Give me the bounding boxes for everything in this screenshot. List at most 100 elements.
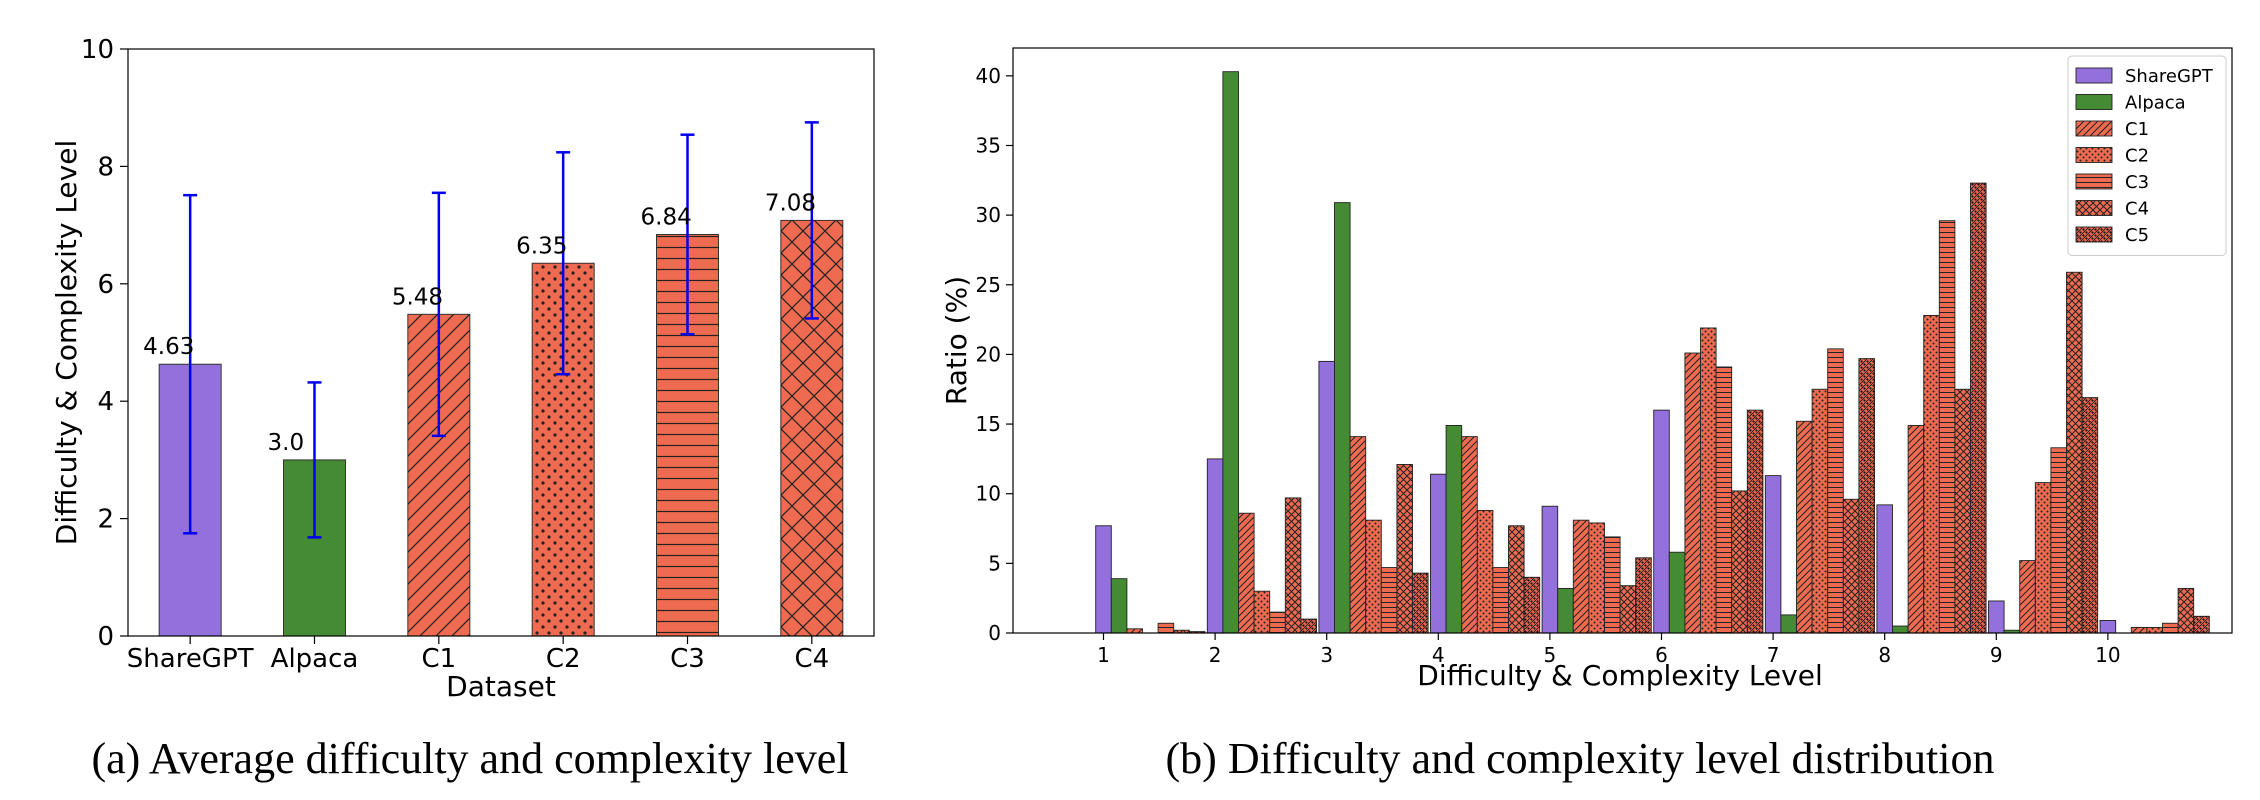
data-label: 7.08 bbox=[765, 190, 816, 216]
x-tick-label: 7 bbox=[1767, 643, 1780, 667]
bar-hatch bbox=[1381, 567, 1397, 633]
x-tick-label: 9 bbox=[1990, 643, 2003, 667]
bar-sharegpt-level-9 bbox=[1988, 600, 2005, 634]
bar-hatch bbox=[1970, 183, 1987, 633]
y-tick-label: 0 bbox=[97, 622, 114, 652]
legend-label-c3: C3 bbox=[2125, 172, 2149, 193]
chart-b-y-ticks: 0 5 10 15 20 25 30 35 40 bbox=[976, 64, 1013, 645]
bar-hatch bbox=[1700, 327, 1717, 633]
chart-b-caption: (b) Difficulty and complexity level dist… bbox=[1166, 734, 1995, 783]
bar-hatch bbox=[1365, 520, 1382, 633]
data-label: 5.48 bbox=[392, 284, 443, 310]
bar-hatch bbox=[1858, 358, 1875, 633]
y-tick-label: 10 bbox=[976, 482, 1001, 506]
x-tick-label: C1 bbox=[421, 644, 456, 674]
y-tick-label: 8 bbox=[97, 152, 114, 182]
bar-hatch bbox=[1923, 315, 1940, 633]
y-tick-label: 20 bbox=[976, 342, 1001, 366]
legend-label-c5: C5 bbox=[2125, 225, 2149, 246]
chart-b-legend: ShareGPT Alpaca C1 C2 C3 C4 C5 bbox=[2067, 55, 2227, 256]
y-tick-label: 25 bbox=[976, 273, 1001, 297]
bar-hatch bbox=[1189, 631, 1205, 633]
bar-hatch bbox=[1412, 573, 1429, 633]
y-tick-label: 40 bbox=[976, 64, 1001, 88]
y-tick-label: 6 bbox=[97, 270, 114, 300]
chart-a-caption: (a) Average difficulty and complexity le… bbox=[91, 734, 848, 783]
bar-hatch bbox=[1812, 389, 1828, 633]
bar-hatch bbox=[1843, 499, 1859, 633]
chart-a-data-labels: 4.63 3.0 5.48 6.35 6.84 7.08 bbox=[143, 190, 816, 455]
data-label: 6.84 bbox=[641, 204, 692, 230]
legend-label-alpaca: Alpaca bbox=[2125, 93, 2186, 114]
bar-hatch bbox=[1158, 623, 1174, 633]
bar-hatch bbox=[1126, 628, 1143, 633]
bar-hatch bbox=[2131, 627, 2147, 633]
bar-hatch bbox=[2193, 616, 2210, 633]
y-tick-label: 4 bbox=[97, 387, 114, 417]
chart-level-distribution: 0 5 10 15 20 25 30 35 40 1 2 3 4 5 6 7 8 9 10 ShareGPT Alp… bbox=[940, 47, 2233, 783]
x-tick-label: 3 bbox=[1320, 643, 1333, 667]
y-tick-label: 10 bbox=[81, 35, 114, 65]
legend-label-c4: C4 bbox=[2125, 199, 2149, 220]
y-tick-label: 30 bbox=[976, 203, 1001, 227]
chart-b-bars bbox=[1095, 71, 2210, 634]
bar-alpaca-level-5 bbox=[1557, 587, 1574, 634]
legend-swatch-hatch bbox=[2076, 227, 2112, 242]
bar-hatch bbox=[1827, 348, 1844, 633]
x-tick-label: C4 bbox=[794, 644, 829, 674]
bar-hatch bbox=[2146, 627, 2163, 633]
data-label: 6.35 bbox=[516, 233, 567, 259]
chart-a-x-ticks: ShareGPT Alpaca C1 C2 C3 C4 bbox=[127, 636, 829, 674]
bar-hatch bbox=[1173, 630, 1190, 633]
bar-sharegpt-level-2 bbox=[1206, 458, 1224, 634]
bar-hatch bbox=[1954, 389, 1971, 633]
bar-alpaca-level-7 bbox=[1780, 614, 1797, 634]
y-tick-label: 5 bbox=[988, 551, 1001, 575]
bar-hatch bbox=[1939, 220, 1955, 633]
bar-hatch bbox=[2050, 447, 2067, 633]
bar-sharegpt-level-3 bbox=[1318, 360, 1335, 634]
data-label: 3.0 bbox=[268, 430, 305, 456]
bar-alpaca-level-3 bbox=[1334, 202, 1351, 634]
legend-swatch-hatch bbox=[2076, 174, 2112, 189]
bar-hatch bbox=[2178, 588, 2194, 633]
y-tick-label: 0 bbox=[988, 621, 1001, 645]
bar-alpaca-level-6 bbox=[1668, 551, 1686, 634]
bar-hatch bbox=[1684, 353, 1701, 633]
chart-a-frame bbox=[127, 48, 875, 637]
bar-hatch bbox=[2035, 482, 2051, 633]
chart-a-y-axis-label: Difficulty & Complexity Level bbox=[50, 140, 83, 545]
bar-sharegpt-level-8 bbox=[1876, 504, 1893, 634]
bar-hatch bbox=[1285, 497, 1301, 633]
bar-alpaca-level-1 bbox=[1110, 578, 1128, 634]
bar-hatch bbox=[1524, 577, 1540, 633]
bar-hatch bbox=[1269, 612, 1286, 633]
bar-hatch bbox=[1747, 410, 1763, 633]
bar-hatch bbox=[1254, 591, 1270, 633]
x-tick-label: 4 bbox=[1432, 643, 1445, 667]
legend-label-c1: C1 bbox=[2125, 119, 2149, 140]
bar-hatch bbox=[1238, 513, 1255, 633]
bar-sharegpt-level-7 bbox=[1764, 475, 1782, 634]
bar-hatch bbox=[1492, 567, 1509, 633]
x-tick-label: 2 bbox=[1209, 643, 1222, 667]
data-label: 4.63 bbox=[143, 334, 194, 360]
chart-b-y-axis-label: Ratio (%) bbox=[940, 276, 973, 405]
bar-hatch bbox=[1461, 436, 1478, 633]
legend-swatch-alpaca bbox=[2075, 94, 2113, 110]
bar-sharegpt-level-5 bbox=[1541, 505, 1559, 634]
legend-swatch-hatch bbox=[2076, 121, 2112, 136]
chart-average-level: 4.63 3.0 5.48 6.35 6.84 7.08 0 2 4 6 8 10 ShareGPT… bbox=[50, 35, 875, 783]
bar-hatch bbox=[1731, 490, 1748, 633]
legend-label-c2: C2 bbox=[2125, 146, 2149, 167]
bar-sharegpt-level-4 bbox=[1430, 473, 1447, 634]
x-tick-label: 6 bbox=[1655, 643, 1668, 667]
x-tick-label: 5 bbox=[1544, 643, 1557, 667]
legend-swatch-hatch bbox=[2076, 147, 2112, 163]
bar-hatch bbox=[1477, 510, 1493, 633]
chart-a-error-bars bbox=[183, 121, 819, 539]
bar-sharegpt-level-1 bbox=[1095, 525, 1112, 634]
bar-sharegpt-level-10 bbox=[2099, 620, 2117, 634]
chart-a-y-ticks: 0 2 4 6 8 10 bbox=[81, 35, 128, 652]
